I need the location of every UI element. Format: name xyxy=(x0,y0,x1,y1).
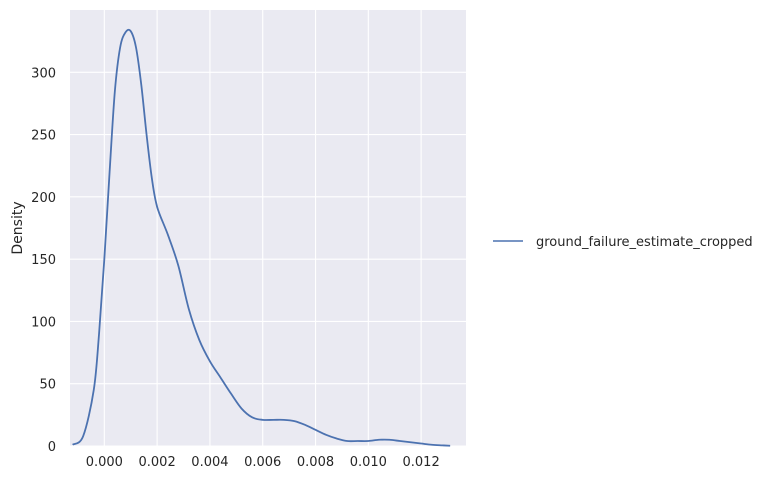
legend: ground_failure_estimate_cropped xyxy=(493,235,753,250)
x-axis-ticks: 0.000 0.002 0.004 0.006 0.008 0.010 0.012 xyxy=(86,455,440,470)
plot-background xyxy=(70,10,466,446)
y-tick-label: 250 xyxy=(31,129,56,144)
x-tick-label: 0.010 xyxy=(350,455,387,470)
y-tick-label: 150 xyxy=(31,253,56,268)
y-tick-label: 300 xyxy=(31,66,56,81)
y-tick-label: 0 xyxy=(48,440,56,455)
legend-label: ground_failure_estimate_cropped xyxy=(536,235,753,250)
x-gridlines xyxy=(103,10,422,446)
density-line xyxy=(72,28,451,447)
x-tick-label: 0.008 xyxy=(297,455,334,470)
y-tick-label: 200 xyxy=(31,191,56,206)
x-tick-label: 0.006 xyxy=(244,455,281,470)
x-tick-label: 0.004 xyxy=(191,455,228,470)
y-tick-label: 50 xyxy=(39,378,56,393)
y-tick-label: 100 xyxy=(31,315,56,330)
x-tick-label: 0.002 xyxy=(139,455,176,470)
x-tick-label: 0.012 xyxy=(403,455,440,470)
x-tick-label: 0.000 xyxy=(86,455,123,470)
series-layer xyxy=(72,28,451,447)
y-axis-ticks: 0 50 100 150 200 250 300 xyxy=(31,66,56,455)
y-axis-label: Density xyxy=(10,201,26,254)
y-gridlines xyxy=(70,71,466,447)
